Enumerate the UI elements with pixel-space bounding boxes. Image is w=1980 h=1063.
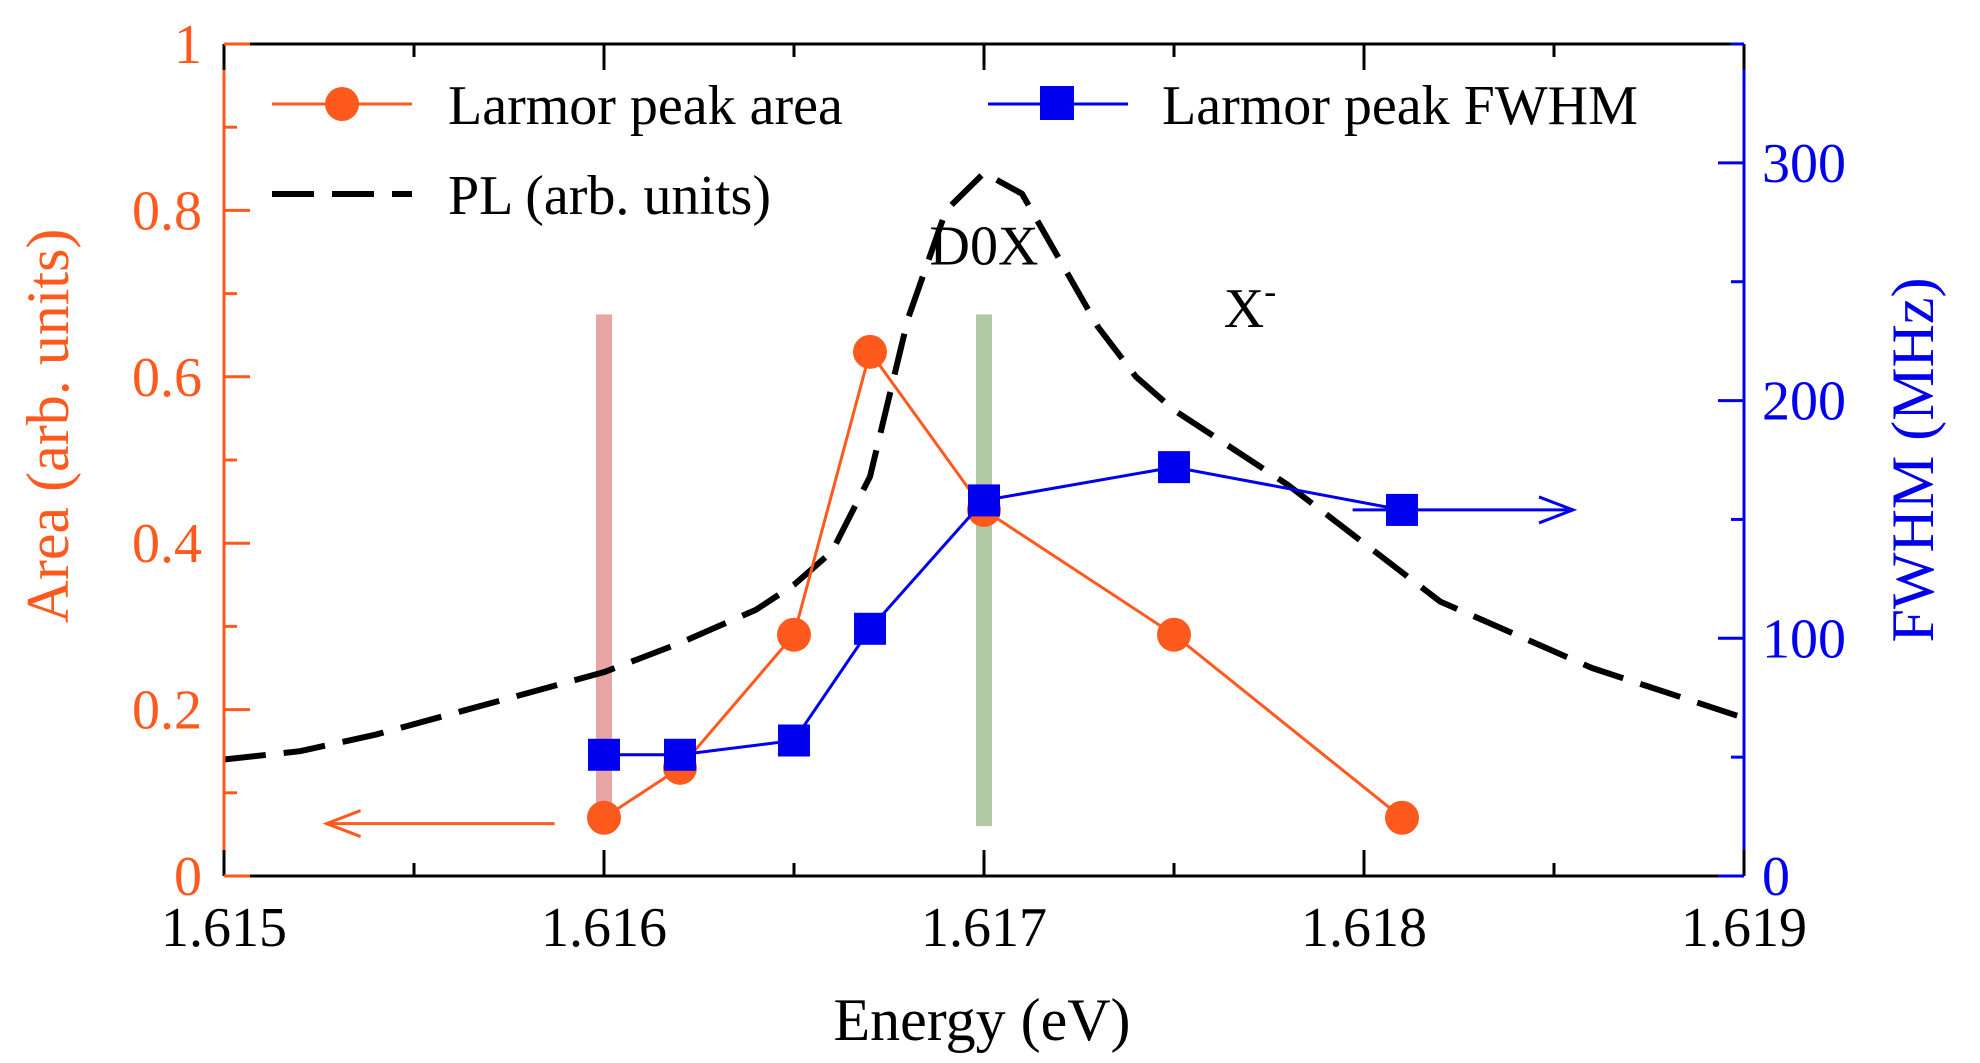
fwhm-point-4 <box>968 484 1000 517</box>
x-axis-title: Energy (eV) <box>833 987 1130 1053</box>
fwhm-point-0 <box>588 738 620 771</box>
y-left-tick-label-1: 0.2 <box>132 680 202 742</box>
fwhm-point-5 <box>1158 451 1190 484</box>
legend-label-fwhm: Larmor peak FWHM <box>1162 75 1638 137</box>
y-right-tick-label-0: 0 <box>1762 846 1790 908</box>
fwhm-point-1 <box>664 738 696 771</box>
area-point-0 <box>587 800 621 835</box>
x-tick-label-2: 1.617 <box>921 897 1047 959</box>
arrow-right-icon <box>1352 495 1578 525</box>
tick-labels: 1.615 1.616 1.617 1.618 1.61900.20.40.60.810… <box>132 14 1846 959</box>
arrow-left-icon <box>322 809 555 838</box>
area-point-5 <box>1157 617 1191 652</box>
highlight-bands <box>596 314 992 827</box>
fwhm-line <box>604 465 1403 757</box>
legend-entry-area: Larmor peak area <box>272 75 843 137</box>
annotation-superscript: - <box>1264 271 1276 311</box>
arrow-head <box>322 809 362 838</box>
axis-arrows <box>322 495 1578 838</box>
legend-entry-pl: PL (arb. units) <box>272 165 771 227</box>
arrow-head <box>1538 495 1578 525</box>
y-axis-left-title: Area (arb. units) <box>15 229 81 624</box>
y-left-tick-label-5: 1 <box>174 14 202 76</box>
annotation-1: X- <box>1224 271 1276 340</box>
area-point-3 <box>853 334 887 369</box>
pl-series <box>223 169 1745 763</box>
annotations: D0X X- <box>930 215 1277 339</box>
band-1 <box>976 314 992 827</box>
fwhm-point-2 <box>778 724 810 757</box>
axis-ticks <box>222 42 1746 878</box>
y-left-tick-label-2: 0.4 <box>132 513 202 575</box>
legend-label-pl: PL (arb. units) <box>448 165 771 227</box>
fwhm-point-3 <box>854 612 886 645</box>
legend-label-area: Larmor peak area <box>448 75 843 137</box>
legend-entry-fwhm: Larmor peak FWHM <box>988 75 1638 137</box>
band-0 <box>596 314 612 827</box>
x-tick-label-4: 1.619 <box>1681 897 1807 959</box>
area-point-2 <box>777 617 811 652</box>
y-right-tick-label-2: 200 <box>1762 371 1846 433</box>
pl-line <box>223 169 1745 763</box>
area-point-6 <box>1385 800 1419 835</box>
x-tick-label-0: 1.615 <box>161 897 287 959</box>
x-tick-label-1: 1.616 <box>541 897 667 959</box>
y-left-tick-label-4: 0.8 <box>132 180 202 242</box>
y-axis-right-title: FWHM (MHz) <box>1880 278 1946 643</box>
annotation-0: D0X <box>930 215 1039 277</box>
y-right-tick-label-3: 300 <box>1762 133 1846 195</box>
y-left-tick-label-3: 0.6 <box>132 347 202 409</box>
legend: Larmor peak area Larmor peak FWHM PL (ar… <box>272 75 1638 227</box>
fwhm-series <box>588 451 1418 771</box>
y-left-tick-label-0: 0 <box>174 846 202 908</box>
x-tick-label-3: 1.618 <box>1301 897 1427 959</box>
area-series <box>587 334 1419 835</box>
y-right-tick-label-1: 100 <box>1762 608 1846 670</box>
